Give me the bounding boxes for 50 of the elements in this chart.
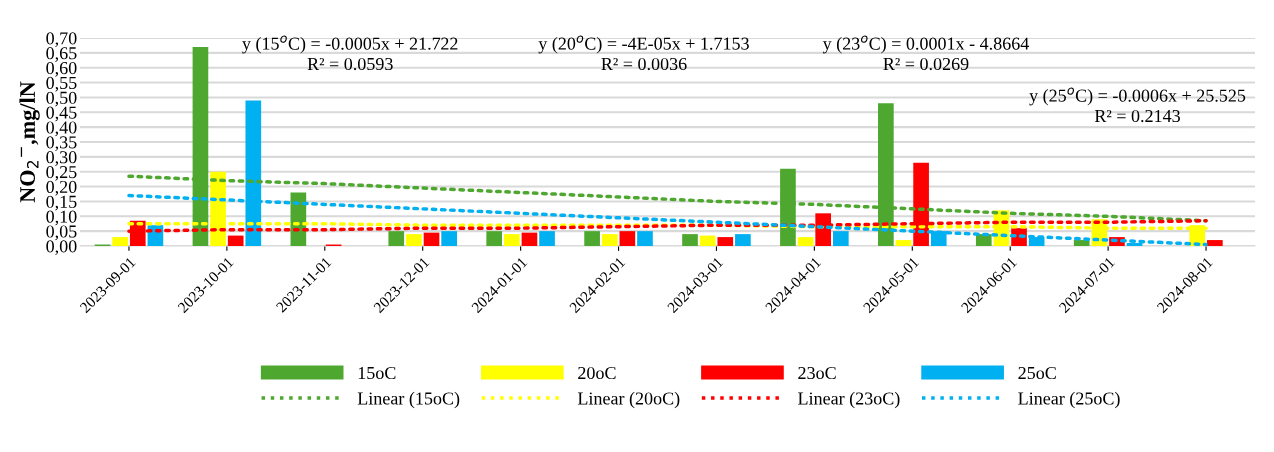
annotation: y (23$^{o}$C) = 0.0001x - 4.8664 R² = 0.0269 <box>822 35 1029 71</box>
annotation: y (15$^{o}$C) = -0.0005x + 21.722 R² = 0.0593 <box>242 35 458 71</box>
bar <box>539 231 555 246</box>
bar <box>423 232 440 246</box>
y-tick-label: 0,60 <box>46 61 77 77</box>
bar <box>699 235 716 246</box>
bar <box>406 234 422 246</box>
annotation: y (20$^{o}$C) = -4E-05x + 1.7153 R² = 0.0036 <box>538 35 749 71</box>
bar <box>388 231 405 246</box>
bar <box>441 231 457 246</box>
legend-label: Linear (20oC) <box>577 391 680 409</box>
y-tick-label: 0,15 <box>46 195 77 211</box>
y-tick-label: 0,65 <box>46 47 77 62</box>
y-tick-label: 0,40 <box>46 121 77 137</box>
bar <box>521 232 538 246</box>
bar <box>735 234 751 246</box>
y-tick-label: 0,00 <box>46 240 77 256</box>
y-tick-label: 0,70 <box>46 32 77 48</box>
annotation: y (25$^{o}$C) = -0.0006x + 25.525 R² = 0.2143 <box>1029 87 1246 123</box>
y-tick-label: 0,55 <box>46 76 77 92</box>
bar <box>895 240 912 246</box>
bar <box>584 231 600 246</box>
legend-label: 15oC <box>358 366 396 380</box>
legend-label: Linear (25oC) <box>1018 391 1120 409</box>
bar <box>1207 240 1223 246</box>
bar <box>486 231 503 246</box>
y-tick-label: 0,50 <box>46 91 77 107</box>
bar <box>717 237 734 246</box>
legend-label: 25oC <box>1018 366 1056 380</box>
bar <box>1073 240 1090 246</box>
bar <box>619 231 636 246</box>
bar <box>601 234 618 246</box>
y-tick-label: 0,30 <box>46 151 77 166</box>
bar <box>503 234 520 246</box>
y-tick-label: 0,05 <box>46 225 77 241</box>
y-tick-label: 0,20 <box>46 180 77 196</box>
legend-label: 20oC <box>578 366 616 380</box>
legend-label: 23oC <box>798 366 836 380</box>
bar <box>682 234 698 246</box>
y-tick-label: 0,35 <box>46 136 77 152</box>
bar <box>112 237 128 246</box>
legend-label: Linear (23oC) <box>798 391 900 409</box>
bar <box>797 237 814 246</box>
y-tick-label: 0,25 <box>46 165 77 181</box>
y-tick-label: 0,10 <box>46 210 77 226</box>
y-tick-label: 0,45 <box>46 106 77 122</box>
bar <box>637 231 653 246</box>
y-axis-title: NO$_{2}$$^{−}$,mg/lN <box>19 81 40 203</box>
legend-label: Linear (15oC) <box>357 391 460 409</box>
bar <box>227 235 244 246</box>
